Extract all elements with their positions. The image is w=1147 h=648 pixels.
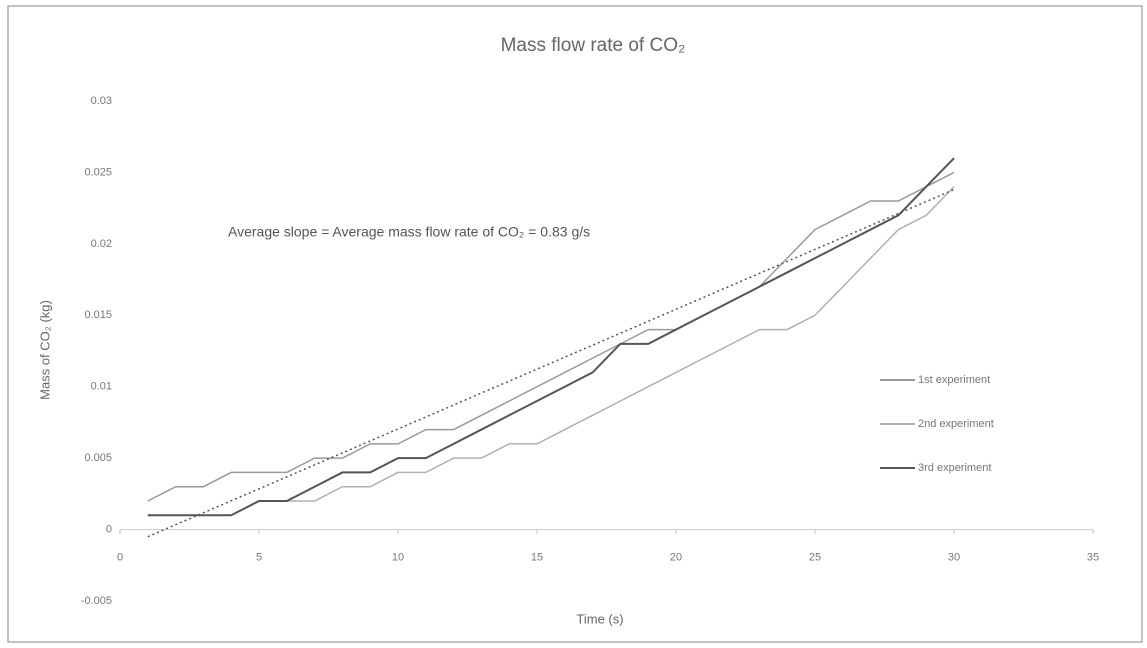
trend-line [147,188,955,538]
x-tick-label: 10 [392,551,404,563]
x-tick-label: 30 [948,551,960,563]
y-tick-label: 0.015 [84,309,112,321]
legend-label: 1st experiment [918,374,990,386]
x-tick-label: 20 [670,551,682,563]
x-tick-label: 0 [117,551,123,563]
x-tick-label: 35 [1087,551,1099,563]
x-tick-label: 15 [531,551,543,563]
y-tick-label: 0.025 [84,166,112,178]
x-axis-label: Time (s) [576,611,623,626]
legend-label: 3rd experiment [918,462,991,474]
frame [7,5,1143,643]
chart-title: Mass flow rate of CO₂ [501,35,686,56]
y-axis-label: Mass of CO₂ (kg) [37,300,52,400]
annotation: Average slope = Average mass flow rate o… [228,224,590,240]
y-tick-label: -0.005 [81,595,112,607]
y-tick-label: 0 [106,523,112,535]
y-tick-label: 0.03 [91,95,112,107]
legend-label: 2nd experiment [918,418,994,430]
x-tick-label: 5 [256,551,262,563]
y-tick-label: 0.005 [84,452,112,464]
y-tick-label: 0.01 [91,381,112,393]
series-line [147,157,955,517]
series-line [147,171,955,502]
x-tick-label: 25 [809,551,821,563]
y-tick-label: 0.02 [91,238,112,250]
